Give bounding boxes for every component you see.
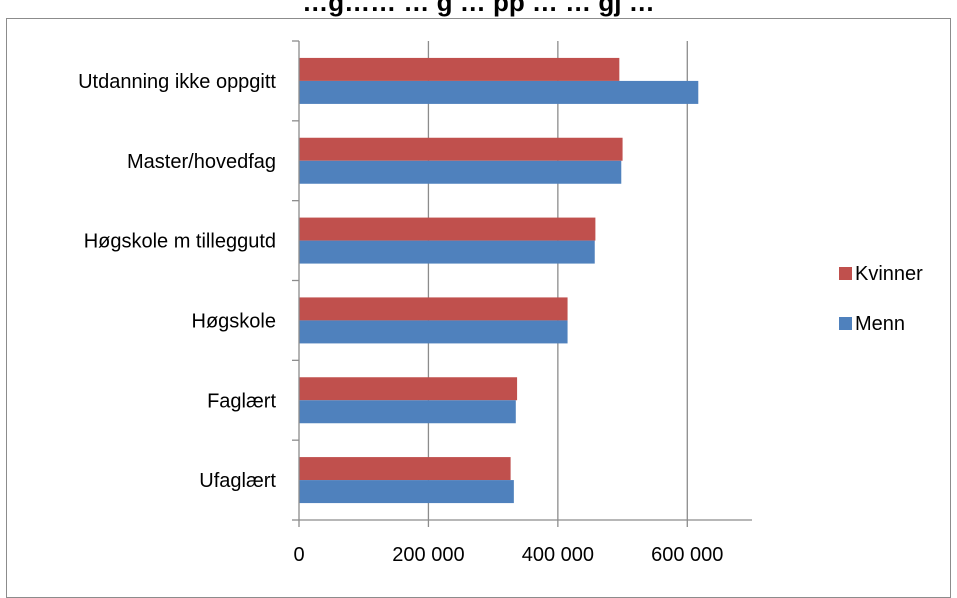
bar-menn-0 <box>299 80 699 104</box>
bar-menn-4 <box>299 400 516 424</box>
bar-kvinner-2 <box>299 217 596 241</box>
bar-kvinner-0 <box>299 57 620 81</box>
grid-layer <box>427 41 688 520</box>
legend: Kvinner Menn <box>839 263 923 335</box>
legend-label-kvinner: Kvinner <box>855 263 923 285</box>
bar-kvinner-1 <box>299 137 623 161</box>
x-tick-label-1: 200 000 <box>392 544 464 566</box>
category-label-4: Faglært <box>207 390 276 412</box>
x-tick-label-2: 400 000 <box>522 544 594 566</box>
labels-layer: Utdanning ikke oppgitt Master/hovedfag Høg… <box>78 71 723 566</box>
category-label-5: Ufaglært <box>199 470 276 492</box>
bar-menn-1 <box>299 160 622 184</box>
category-label-1: Master/hovedfag <box>127 151 276 173</box>
legend-label-menn: Menn <box>855 313 905 335</box>
bars-layer <box>299 57 699 504</box>
legend-swatch-menn <box>839 317 852 330</box>
bar-kvinner-3 <box>299 297 568 321</box>
axis-layer <box>292 40 752 527</box>
chart-title: …g…… … g … pp … … gj … <box>302 0 655 17</box>
x-tick-label-0: 0 <box>293 544 304 566</box>
legend-swatch-kvinner <box>839 267 852 280</box>
bar-menn-3 <box>299 320 568 344</box>
bar-menn-2 <box>299 240 595 264</box>
category-label-0: Utdanning ikke oppgitt <box>78 71 276 93</box>
bar-chart: Utdanning ikke oppgitt Master/hovedfag Høg… <box>78 40 923 566</box>
x-tick-label-3: 600 000 <box>651 544 723 566</box>
bar-kvinner-5 <box>299 457 511 481</box>
category-label-3: Høgskole <box>192 310 276 332</box>
bar-menn-5 <box>299 480 514 504</box>
bar-kvinner-4 <box>299 377 518 401</box>
category-label-2: Høgskole m tilleggutd <box>84 231 276 253</box>
